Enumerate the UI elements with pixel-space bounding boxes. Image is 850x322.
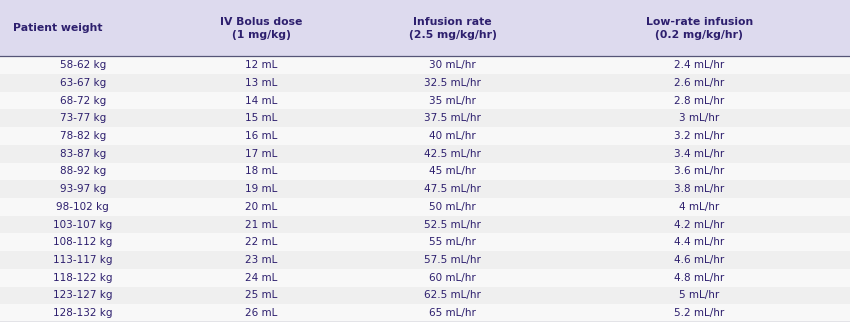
- Text: 37.5 mL/hr: 37.5 mL/hr: [424, 113, 481, 123]
- Text: 5.2 mL/hr: 5.2 mL/hr: [674, 308, 724, 318]
- Text: 22 mL: 22 mL: [245, 237, 278, 247]
- Bar: [0, 216, 850, 233]
- Bar: [0, 0, 850, 56]
- Text: 57.5 mL/hr: 57.5 mL/hr: [424, 255, 481, 265]
- Text: 4.6 mL/hr: 4.6 mL/hr: [674, 255, 724, 265]
- Text: 40 mL/hr: 40 mL/hr: [429, 131, 476, 141]
- Text: 65 mL/hr: 65 mL/hr: [429, 308, 476, 318]
- Text: 63-67 kg: 63-67 kg: [60, 78, 106, 88]
- Bar: [0, 56, 850, 74]
- Text: 21 mL: 21 mL: [245, 220, 278, 230]
- Text: 24 mL: 24 mL: [245, 273, 278, 283]
- Text: 113-117 kg: 113-117 kg: [53, 255, 112, 265]
- Text: 3.4 mL/hr: 3.4 mL/hr: [674, 149, 724, 159]
- Text: Patient weight: Patient weight: [13, 23, 102, 33]
- Text: 108-112 kg: 108-112 kg: [54, 237, 112, 247]
- Bar: [0, 109, 850, 127]
- Text: 35 mL/hr: 35 mL/hr: [429, 96, 476, 106]
- Text: Low-rate infusion
(0.2 mg/kg/hr): Low-rate infusion (0.2 mg/kg/hr): [645, 17, 753, 40]
- Text: 98-102 kg: 98-102 kg: [56, 202, 110, 212]
- Text: 93-97 kg: 93-97 kg: [60, 184, 106, 194]
- Text: 123-127 kg: 123-127 kg: [53, 290, 112, 300]
- Text: 2.4 mL/hr: 2.4 mL/hr: [674, 60, 724, 70]
- Text: 32.5 mL/hr: 32.5 mL/hr: [424, 78, 481, 88]
- Text: 47.5 mL/hr: 47.5 mL/hr: [424, 184, 481, 194]
- Bar: [0, 198, 850, 216]
- Text: 62.5 mL/hr: 62.5 mL/hr: [424, 290, 481, 300]
- Text: 78-82 kg: 78-82 kg: [60, 131, 106, 141]
- Text: 14 mL: 14 mL: [245, 96, 278, 106]
- Bar: [0, 92, 850, 109]
- Text: 50 mL/hr: 50 mL/hr: [429, 202, 476, 212]
- Text: 30 mL/hr: 30 mL/hr: [429, 60, 476, 70]
- Bar: [0, 163, 850, 180]
- Text: 128-132 kg: 128-132 kg: [53, 308, 112, 318]
- Text: Infusion rate
(2.5 mg/kg/hr): Infusion rate (2.5 mg/kg/hr): [409, 17, 496, 40]
- Text: 4.4 mL/hr: 4.4 mL/hr: [674, 237, 724, 247]
- Text: 2.8 mL/hr: 2.8 mL/hr: [674, 96, 724, 106]
- Text: 3 mL/hr: 3 mL/hr: [679, 113, 719, 123]
- Bar: [0, 127, 850, 145]
- Bar: [0, 74, 850, 92]
- Text: 2.6 mL/hr: 2.6 mL/hr: [674, 78, 724, 88]
- Text: 4 mL/hr: 4 mL/hr: [679, 202, 719, 212]
- Bar: [0, 269, 850, 287]
- Bar: [0, 304, 850, 322]
- Text: 58-62 kg: 58-62 kg: [60, 60, 106, 70]
- Text: 3.2 mL/hr: 3.2 mL/hr: [674, 131, 724, 141]
- Text: 3.8 mL/hr: 3.8 mL/hr: [674, 184, 724, 194]
- Text: 73-77 kg: 73-77 kg: [60, 113, 106, 123]
- Text: 23 mL: 23 mL: [245, 255, 278, 265]
- Bar: [0, 251, 850, 269]
- Bar: [0, 145, 850, 163]
- Text: 52.5 mL/hr: 52.5 mL/hr: [424, 220, 481, 230]
- Text: 45 mL/hr: 45 mL/hr: [429, 166, 476, 176]
- Text: 60 mL/hr: 60 mL/hr: [429, 273, 476, 283]
- Text: 55 mL/hr: 55 mL/hr: [429, 237, 476, 247]
- Text: 118-122 kg: 118-122 kg: [53, 273, 112, 283]
- Text: 19 mL: 19 mL: [245, 184, 278, 194]
- Text: 83-87 kg: 83-87 kg: [60, 149, 106, 159]
- Text: 13 mL: 13 mL: [245, 78, 278, 88]
- Text: 3.6 mL/hr: 3.6 mL/hr: [674, 166, 724, 176]
- Text: 5 mL/hr: 5 mL/hr: [679, 290, 719, 300]
- Text: 42.5 mL/hr: 42.5 mL/hr: [424, 149, 481, 159]
- Text: 68-72 kg: 68-72 kg: [60, 96, 106, 106]
- Text: 103-107 kg: 103-107 kg: [54, 220, 112, 230]
- Text: 20 mL: 20 mL: [246, 202, 277, 212]
- Bar: [0, 233, 850, 251]
- Text: IV Bolus dose
(1 mg/kg): IV Bolus dose (1 mg/kg): [220, 17, 303, 40]
- Text: 17 mL: 17 mL: [245, 149, 278, 159]
- Text: 25 mL: 25 mL: [245, 290, 278, 300]
- Text: 4.8 mL/hr: 4.8 mL/hr: [674, 273, 724, 283]
- Text: 4.2 mL/hr: 4.2 mL/hr: [674, 220, 724, 230]
- Bar: [0, 180, 850, 198]
- Text: 18 mL: 18 mL: [245, 166, 278, 176]
- Text: 16 mL: 16 mL: [245, 131, 278, 141]
- Text: 26 mL: 26 mL: [245, 308, 278, 318]
- Text: 88-92 kg: 88-92 kg: [60, 166, 106, 176]
- Text: 12 mL: 12 mL: [245, 60, 278, 70]
- Bar: [0, 287, 850, 304]
- Text: 15 mL: 15 mL: [245, 113, 278, 123]
